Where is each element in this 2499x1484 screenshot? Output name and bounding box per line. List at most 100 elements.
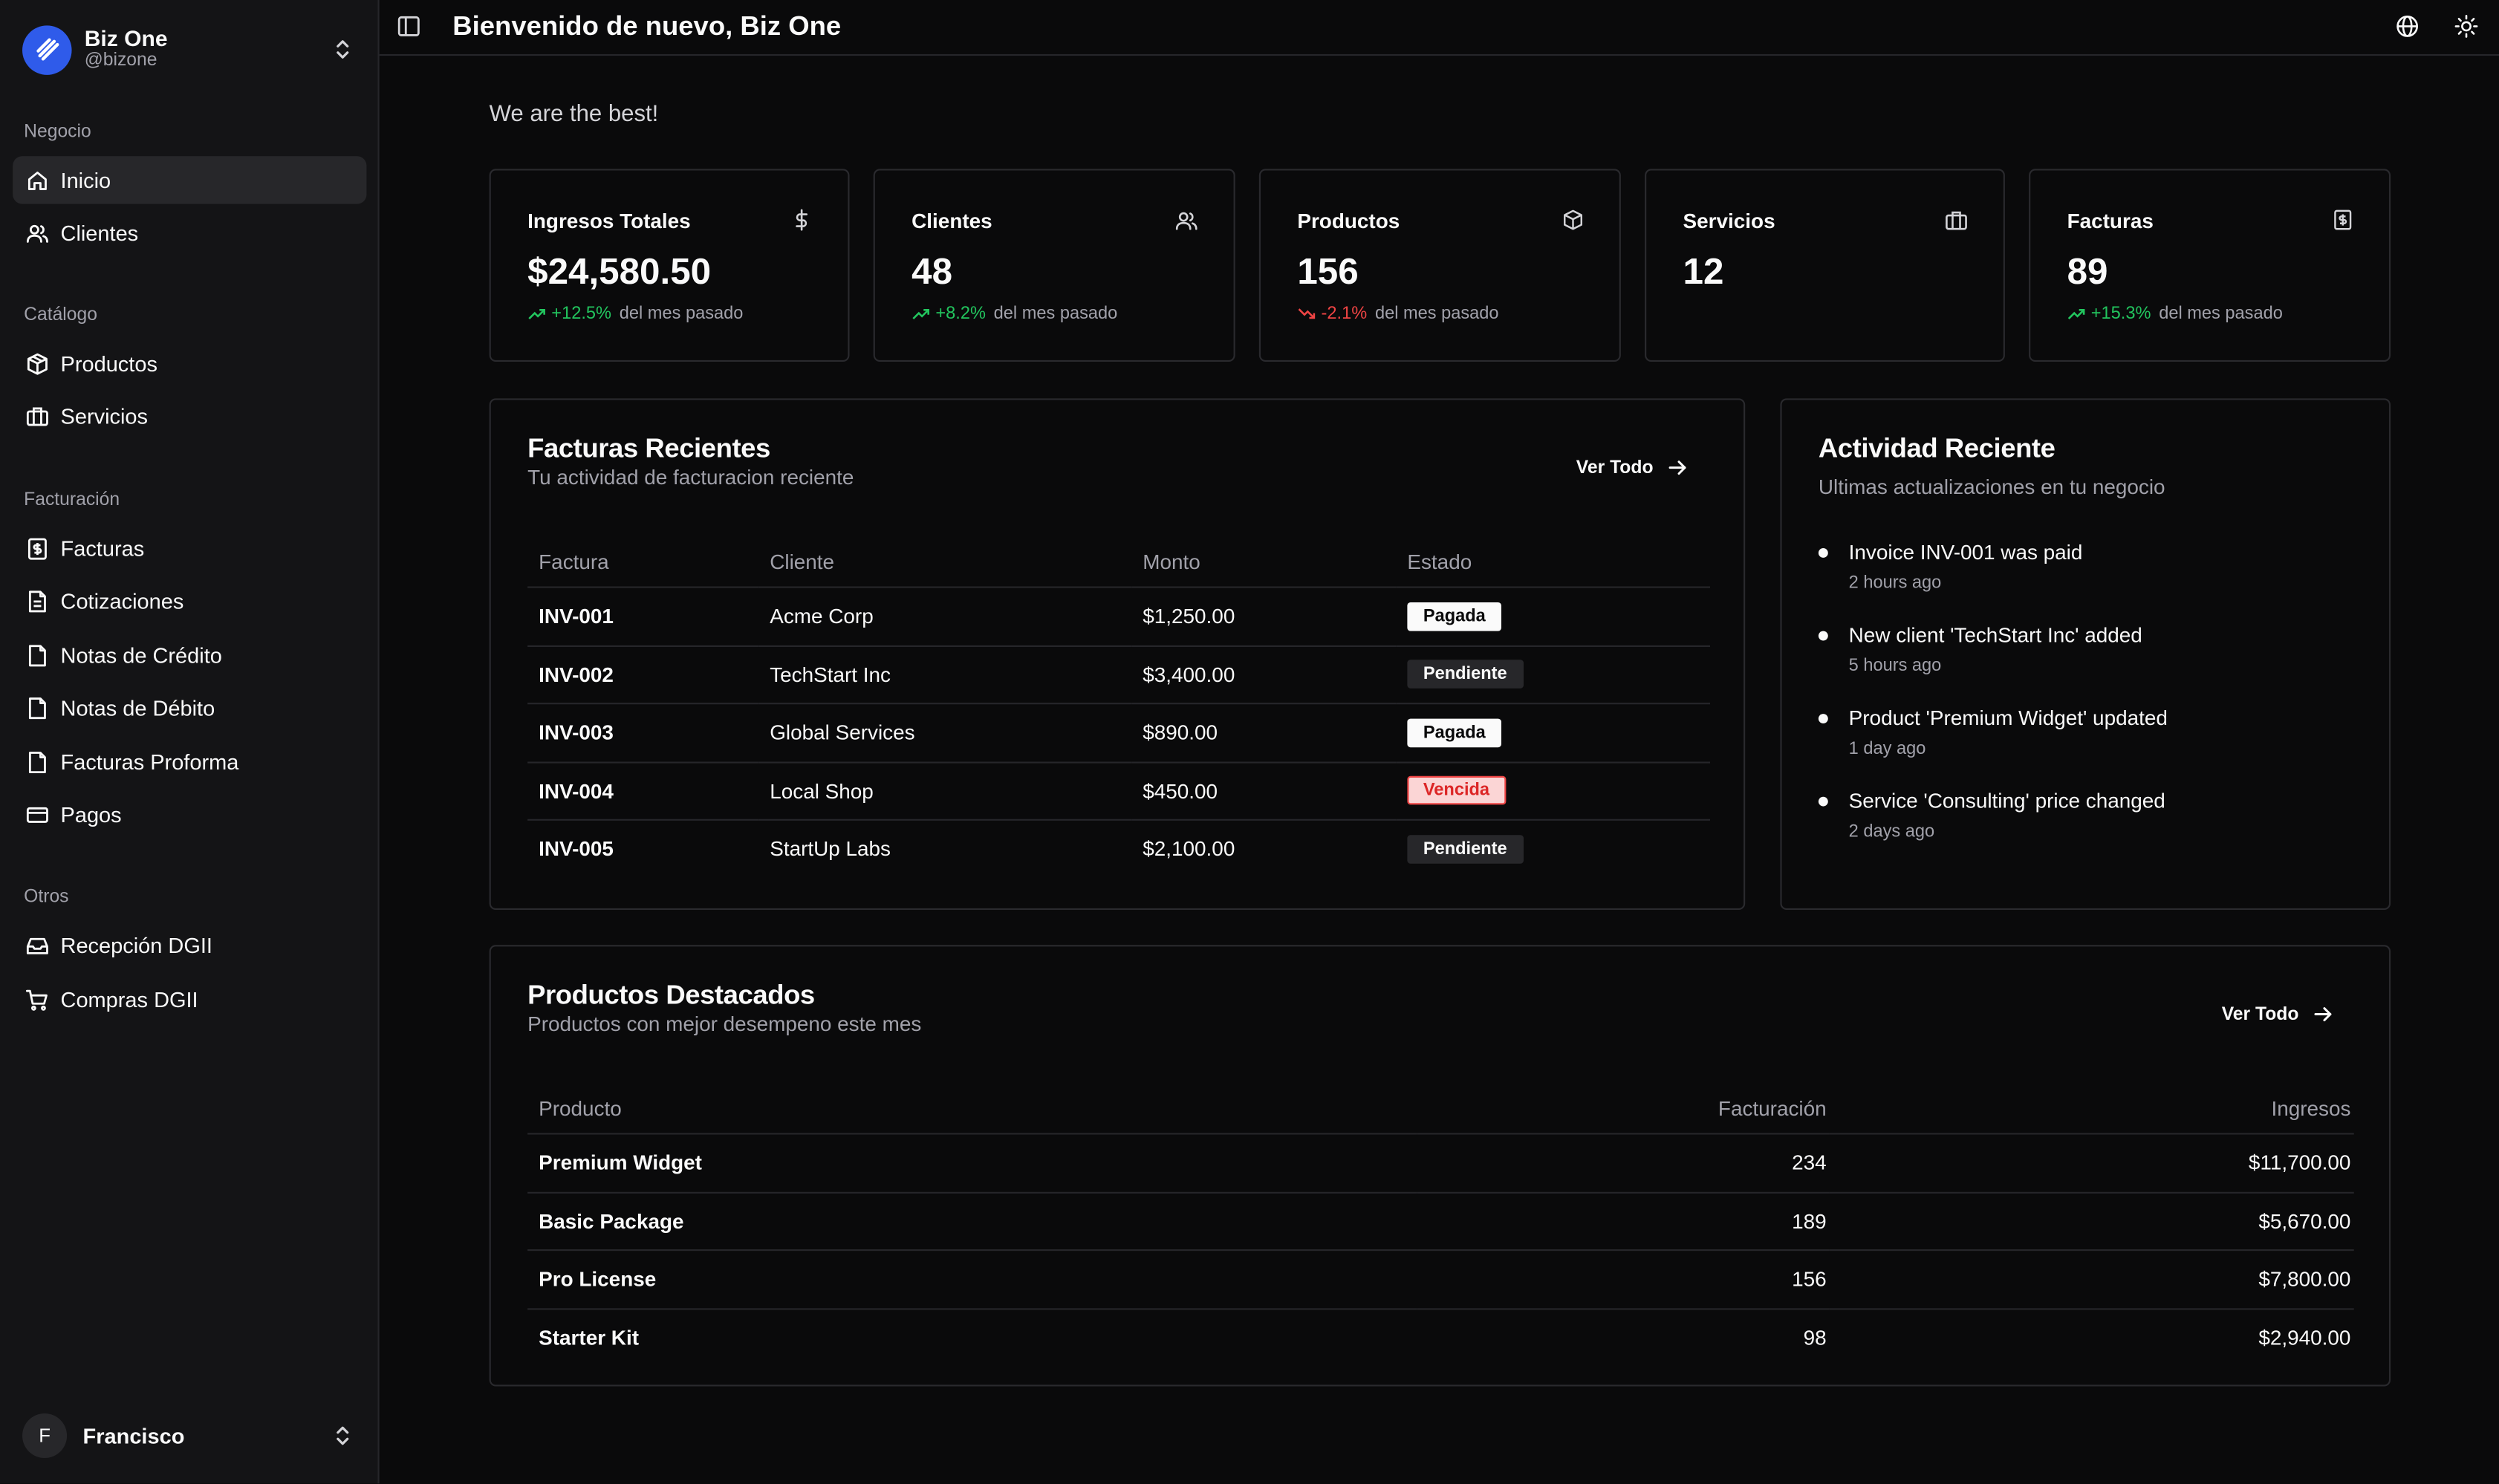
stat-card-facturas: Facturas 89 +15.3% del mes pasado [2029, 169, 2391, 362]
stat-card-clientes: Clientes 48 +8.2% del mes pasado [873, 169, 1235, 362]
bullet-dot [1818, 714, 1828, 724]
user-menu[interactable]: F Francisco [22, 1412, 366, 1459]
table-row[interactable]: INV-004 Local Shop $450.00 Vencida [527, 761, 1711, 821]
sidebar-item-clientes[interactable]: Clientes [13, 209, 366, 256]
product-billing: 234 [1417, 1133, 1830, 1193]
activity-text: Product 'Premium Widget' updated [1848, 706, 2168, 730]
product-billing: 156 [1417, 1250, 1830, 1309]
column-header: Producto [527, 1081, 1417, 1135]
column-header: Estado [1396, 535, 1711, 588]
sidebar-item-compras-dgii[interactable]: Compras DGII [13, 975, 366, 1023]
card-subtitle: Productos con mejor desempeno este mes [527, 1012, 922, 1036]
stat-card-servicios: Servicios 12 [1645, 169, 2005, 362]
recent-activity-card: Actividad Reciente Ultimas actualizacion… [1780, 398, 2391, 911]
invoice-client: TechStart Inc [758, 645, 1132, 705]
activity-text: Invoice INV-001 was paid [1848, 540, 2083, 564]
stat-delta: +12.5% [551, 304, 612, 324]
sidebar-item-productos[interactable]: Productos [13, 339, 366, 387]
recent-invoices-card: Facturas Recientes Tu actividad de factu… [489, 398, 1746, 911]
stat-label: Servicios [1683, 209, 1775, 233]
view-all-invoices-button[interactable]: Ver Todo [1576, 458, 1689, 478]
stat-card-productos: Productos 156 -2.1% del mes pasado [1258, 169, 1621, 362]
sidebar-item-cotizaciones[interactable]: Cotizaciones [13, 577, 366, 625]
package-icon [1564, 209, 1582, 230]
card-subtitle: Tu actividad de facturacion reciente [527, 465, 854, 489]
table-row[interactable]: INV-002 TechStart Inc $3,400.00 Pendient… [527, 645, 1711, 705]
invoice-client: Acme Corp [758, 587, 1132, 646]
stat-delta: -2.1% [1321, 304, 1368, 324]
sidebar-item-label: Inicio [60, 168, 111, 192]
stat-delta: +15.3% [2090, 304, 2151, 324]
credit-card-icon [25, 802, 49, 826]
view-all-products-button[interactable]: Ver Todo [2222, 1004, 2334, 1025]
invoice-id: INV-002 [527, 645, 759, 705]
arrow-right-icon [2315, 1007, 2333, 1022]
stat-value: 89 [2067, 250, 2108, 292]
sidebar-item-pagos[interactable]: Pagos [13, 790, 366, 838]
product-revenue: $11,700.00 [1829, 1133, 2354, 1193]
sidebar-item-facturas-proforma[interactable]: Facturas Proforma [13, 738, 366, 785]
products-table: Producto Facturación Ingresos Premium Wi… [527, 1081, 2354, 1366]
activity-time: 2 days ago [1848, 822, 1935, 842]
status-badge: Vencida [1407, 776, 1506, 805]
trending-up-icon [2067, 308, 2085, 319]
invoice-amount: $1,250.00 [1131, 587, 1397, 646]
table-row[interactable]: Pro License 156 $7,800.00 [527, 1250, 2354, 1309]
sidebar-item-notas-credito[interactable]: Notas de Crédito [13, 631, 366, 679]
cart-icon [25, 987, 49, 1011]
status-badge: Pendiente [1407, 834, 1524, 864]
bullet-dot [1818, 548, 1828, 558]
activity-text: New client 'TechStart Inc' added [1848, 622, 2142, 648]
brand-handle: @bizone [84, 51, 157, 71]
workspace-switcher[interactable]: Biz One @bizone [22, 22, 366, 77]
stat-delta: +8.2% [935, 304, 986, 324]
invoice-client: StartUp Labs [770, 836, 891, 862]
stat-label: Facturas [2067, 209, 2154, 233]
table-row[interactable]: INV-005 StartUp Labs $2,100.00 Pendiente [527, 820, 1710, 877]
product-name: Starter Kit [539, 1325, 640, 1350]
file-icon [25, 643, 49, 667]
table-row[interactable]: Starter Kit 98 $2,940.00 [527, 1308, 2354, 1365]
card-title: Facturas Recientes [527, 433, 770, 464]
sidebar-item-recepcion-dgii[interactable]: Recepción DGII [13, 921, 366, 969]
column-header: Monto [1131, 535, 1397, 588]
invoice-amount: $890.00 [1131, 703, 1397, 763]
nav-section-label: Negocio [24, 123, 91, 142]
card-subtitle: Ultimas actualizaciones en tu negocio [1818, 475, 2165, 499]
stat-value: 48 [911, 250, 953, 292]
sidebar-toggle-icon[interactable] [397, 14, 420, 38]
sidebar-item-inicio[interactable]: Inicio [13, 156, 367, 204]
sidebar-item-label: Productos [60, 351, 157, 376]
sun-icon[interactable] [2454, 14, 2478, 38]
invoice-amount: $450.00 [1131, 761, 1397, 821]
stat-delta-suffix: del mes pasado [619, 304, 744, 324]
bullet-dot [1818, 796, 1828, 807]
file-icon [25, 589, 49, 613]
activity-time: 1 day ago [1848, 739, 1926, 759]
column-header: Facturación [1417, 1081, 1830, 1135]
column-header: Ingresos [1829, 1081, 2354, 1135]
arrow-right-icon [1669, 461, 1687, 475]
stat-card-ingresos: Ingresos Totales $24,580.50 +12.5% del me… [489, 169, 850, 362]
product-revenue: $7,800.00 [1829, 1250, 2354, 1309]
product-name: Premium Widget [527, 1133, 1417, 1193]
sidebar-item-servicios[interactable]: Servicios [13, 392, 366, 440]
globe-icon[interactable] [2396, 14, 2420, 38]
users-icon [25, 221, 49, 244]
table-row[interactable]: INV-003 Global Services $890.00 Pagada [527, 703, 1711, 763]
invoices-table: Factura Cliente Monto Estado INV-001 Acm… [527, 535, 1711, 877]
featured-products-card: Productos Destacados Productos con mejor… [489, 945, 2391, 1387]
table-row[interactable]: Premium Widget 234 $11,700.00 [527, 1133, 2354, 1193]
table-row[interactable]: INV-001 Acme Corp $1,250.00 Pagada [527, 587, 1711, 646]
invoice-id: INV-005 [539, 836, 614, 862]
receipt-icon [2334, 209, 2352, 230]
invoice-client: Global Services [758, 703, 1132, 763]
sidebar-item-facturas[interactable]: Facturas [13, 524, 366, 572]
file-icon [25, 749, 49, 773]
stat-delta-suffix: del mes pasado [1374, 304, 1499, 324]
sidebar-item-notas-debito[interactable]: Notas de Débito [13, 683, 366, 731]
activity-time: 2 hours ago [1848, 573, 1942, 593]
table-row[interactable]: Basic Package 189 $5,670.00 [527, 1191, 2354, 1252]
invoice-id: INV-001 [527, 587, 759, 646]
user-name: Francisco [82, 1423, 185, 1448]
